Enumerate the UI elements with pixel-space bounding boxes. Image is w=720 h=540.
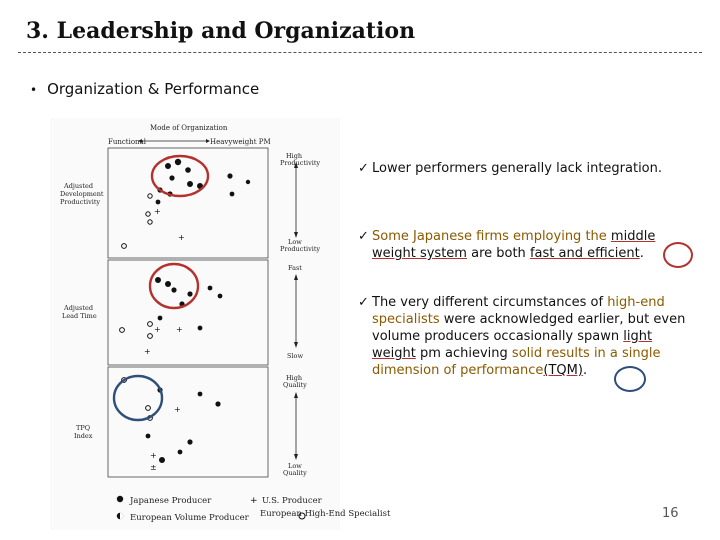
title-divider [18, 52, 702, 53]
svg-text:+: + [176, 325, 183, 334]
point-3-text-a: The very different circumstances of [372, 295, 608, 310]
svg-text:Productivity: Productivity [280, 159, 320, 167]
figure-drawing: Mode of Organization Functional Heavywei… [60, 124, 323, 523]
point-2-text-a: Some Japanese firms employing the [372, 229, 611, 244]
legend-japanese: Japanese Producer [129, 496, 212, 506]
point-2-fast-efficient: fast and efficient [529, 246, 640, 261]
svg-text:High: High [286, 374, 302, 382]
axis-left-label: Functional [108, 138, 147, 146]
checkmark-icon: ✓ [358, 295, 369, 310]
point-2-middle-weight: middle weight system [372, 229, 656, 261]
svg-text:Development: Development [60, 190, 104, 198]
svg-text:+: + [174, 405, 181, 414]
svg-text:Slow: Slow [287, 352, 303, 360]
point-3-solid-results: solid results in a single dimension of p… [372, 346, 661, 378]
svg-text:+: + [144, 347, 151, 356]
svg-text:±: ± [150, 463, 157, 472]
bullet-dot-icon: • [30, 83, 38, 97]
point-1-text: Lower performers generally lack integrat… [372, 161, 663, 176]
legend: Japanese Producer + U.S. Producer Europe… [116, 495, 323, 523]
svg-text:Index: Index [74, 432, 93, 440]
organization-performance-figure: Mode of Organization Functional Heavywei… [50, 118, 390, 530]
svg-text:Productivity: Productivity [280, 245, 320, 253]
svg-text:Quality: Quality [283, 469, 307, 477]
point-1: ✓ Lower performers generally lack integr… [358, 160, 690, 177]
highlight-ring-1 [663, 242, 693, 268]
svg-text:+: + [154, 207, 161, 216]
panel1-label: Adjusted [63, 182, 93, 190]
checkmark-icon: ✓ [358, 229, 369, 244]
point-3: ✓ The very different circumstances of hi… [358, 294, 690, 379]
point-3-text-d: . [582, 363, 588, 378]
svg-text:+: + [154, 325, 161, 334]
legend-us: U.S. Producer [262, 496, 323, 506]
point-3-text-c: pm achieving [415, 346, 512, 361]
svg-text:+: + [178, 233, 185, 242]
point-3-text-b: were acknowledged earlier, but even volu… [372, 312, 686, 344]
panel3-label: TPQ [76, 424, 90, 432]
point-2-text-c: . [639, 246, 644, 261]
svg-text:Fast: Fast [288, 264, 302, 272]
legend-european-volume: European Volume Producer [130, 513, 250, 523]
svg-text:Productivity: Productivity [60, 198, 100, 206]
svg-text:High: High [286, 152, 302, 160]
figure-header: Mode of Organization [150, 124, 228, 132]
section-bullet: • Organization & Performance [30, 80, 259, 98]
section-bullet-label: Organization & Performance [47, 80, 260, 98]
svg-text:Lead Time: Lead Time [62, 312, 97, 320]
point-3-high-end: high-end specialists [372, 295, 665, 327]
slide-title: 3. Leadership and Organization [26, 18, 416, 44]
panel2-label: Adjusted [63, 304, 93, 312]
svg-text:Low: Low [288, 238, 302, 246]
point-3-light-weight: light weight [372, 329, 653, 361]
svg-text:+: + [150, 451, 157, 460]
highlight-ring-2 [614, 366, 646, 392]
axis-right-label: Heavyweight PM [210, 138, 271, 146]
svg-text:Quality: Quality [283, 381, 307, 389]
svg-text:Low: Low [288, 462, 302, 470]
point-2: ✓ Some Japanese firms employing the midd… [358, 228, 690, 262]
point-3-tqm: (TQM) [543, 363, 583, 378]
point-2-text-b: are both [466, 246, 530, 261]
legend-european-high-end: European High-End Specialist [260, 509, 391, 519]
svg-text:+: + [250, 496, 258, 506]
checkmark-icon: ✓ [358, 161, 369, 176]
page-number: 16 [662, 506, 679, 521]
